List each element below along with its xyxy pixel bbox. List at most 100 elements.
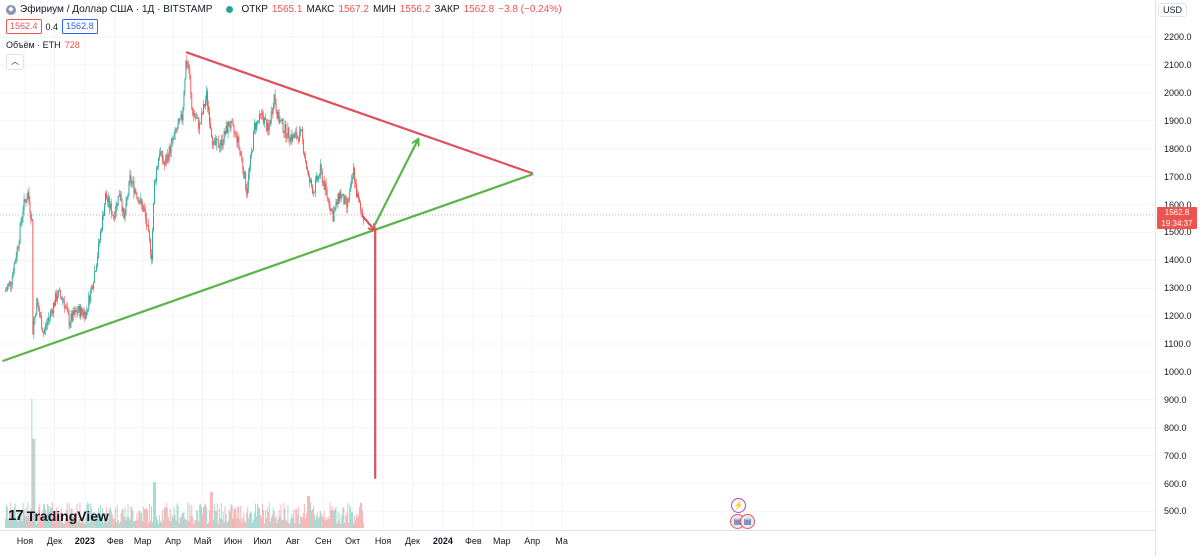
change-value: −3.8 (−0.24%) <box>498 4 562 15</box>
time-tick-label: 2024 <box>432 536 453 546</box>
volume-bar <box>325 517 327 528</box>
volume-bar <box>181 513 183 528</box>
buy-price-button[interactable]: 1562.8 <box>62 19 98 34</box>
volume-bar <box>305 519 307 528</box>
sell-price-button[interactable]: 1562.4 <box>6 19 42 34</box>
volume-bar <box>197 510 199 528</box>
volume-bar <box>61 521 63 528</box>
candle-body <box>196 118 198 120</box>
symbol-title[interactable]: Эфириум / Доллар США · 1Д · BITSTAMP <box>20 4 213 15</box>
volume-bar <box>353 523 355 528</box>
candle-body <box>13 263 15 274</box>
us-flag-icon[interactable]: ▤ <box>740 514 755 529</box>
volume-bar <box>81 517 83 528</box>
candle-body <box>177 124 179 130</box>
volume-bar <box>72 516 74 528</box>
volume-bar <box>311 510 312 528</box>
candle-body <box>8 281 10 284</box>
volume-bar <box>247 507 249 528</box>
tradingview-logo[interactable]: 17 TradingView <box>8 507 109 524</box>
candle-body <box>48 318 49 322</box>
candle-body <box>77 311 79 314</box>
volume-bar <box>105 506 107 528</box>
candle-body <box>156 166 158 170</box>
time-axis[interactable]: Ноя Дек 2023 Фев Мар Апр Май Июн Июл Авг Сен Окт Ноя… <box>0 530 1155 557</box>
candle-body <box>288 127 290 139</box>
candle-body <box>340 191 342 198</box>
volume-bar <box>277 519 279 528</box>
volume-bar <box>207 523 208 528</box>
volume-bar <box>315 515 317 528</box>
volume-bar <box>188 521 190 528</box>
volume-bar <box>355 520 357 528</box>
price-axis[interactable]: 500.0 600.0 700.0 800.0 900.0 1000.0 1100.0 120… <box>1155 0 1200 556</box>
volume-bar <box>11 517 13 528</box>
candle-body <box>259 113 261 115</box>
candle-body <box>264 117 266 120</box>
candle-body <box>43 332 45 334</box>
volume-bar <box>90 503 92 528</box>
low-label: МИН <box>373 4 396 15</box>
volume-label[interactable]: Объём · ETH <box>6 40 61 50</box>
candle-body <box>134 189 136 194</box>
volume-bar <box>360 502 361 528</box>
volume-bar <box>274 517 276 528</box>
volume-bar <box>322 517 324 528</box>
volume-bar <box>192 516 194 528</box>
volume-bar <box>273 511 275 528</box>
volume-bar <box>297 514 299 528</box>
candle-body <box>344 197 346 205</box>
candle-body <box>197 118 199 119</box>
currency-button[interactable]: USD <box>1158 3 1188 17</box>
price-chart[interactable] <box>0 0 1155 530</box>
candle-body <box>300 128 302 131</box>
candle-body <box>250 155 252 167</box>
volume-bar <box>359 506 360 528</box>
volume-bar <box>70 508 72 528</box>
volume-bar <box>9 502 11 528</box>
candle-body <box>135 189 137 194</box>
open-label: ОТКР <box>241 4 268 15</box>
candle-body <box>186 60 188 67</box>
collapse-legend-button[interactable]: ︿ <box>6 54 24 70</box>
candle-body <box>58 290 60 292</box>
volume-bar <box>249 513 251 528</box>
volume-bar <box>86 504 88 528</box>
candle-body <box>94 271 96 283</box>
volume-bar <box>251 512 253 528</box>
volume-bar <box>196 510 198 528</box>
candle-body <box>235 132 237 134</box>
volume-bar <box>328 518 330 528</box>
candle-body <box>19 223 21 242</box>
candle-body <box>260 112 262 115</box>
candle-body <box>106 199 108 202</box>
candle-body <box>104 204 105 216</box>
time-tick-label: Фев <box>106 536 124 546</box>
candle-body <box>289 138 291 142</box>
candle-body <box>219 145 221 148</box>
candle-body <box>68 314 70 327</box>
volume-bar <box>130 506 132 528</box>
candle-body <box>71 313 73 321</box>
candle-body <box>298 136 300 142</box>
candle-body <box>102 214 103 231</box>
volume-bar <box>170 521 172 528</box>
volume-bar <box>174 514 176 528</box>
candle-body <box>266 123 268 132</box>
volume-bar <box>106 522 108 528</box>
volume-bar <box>141 512 143 528</box>
volume-bar <box>37 521 39 528</box>
candle-body <box>287 127 289 139</box>
volume-bar <box>167 516 169 528</box>
volume-bar <box>113 518 115 528</box>
volume-bar <box>313 514 315 528</box>
event-lightning-icon[interactable]: ⚡ <box>731 498 746 513</box>
volume-bar <box>186 520 188 528</box>
volume-bar <box>137 520 139 528</box>
candle-body <box>160 151 162 153</box>
candle-body <box>168 146 170 161</box>
volume-bar <box>210 491 212 528</box>
chart-area[interactable] <box>0 0 1155 530</box>
volume-bar <box>204 504 205 528</box>
volume-bar <box>265 518 267 528</box>
